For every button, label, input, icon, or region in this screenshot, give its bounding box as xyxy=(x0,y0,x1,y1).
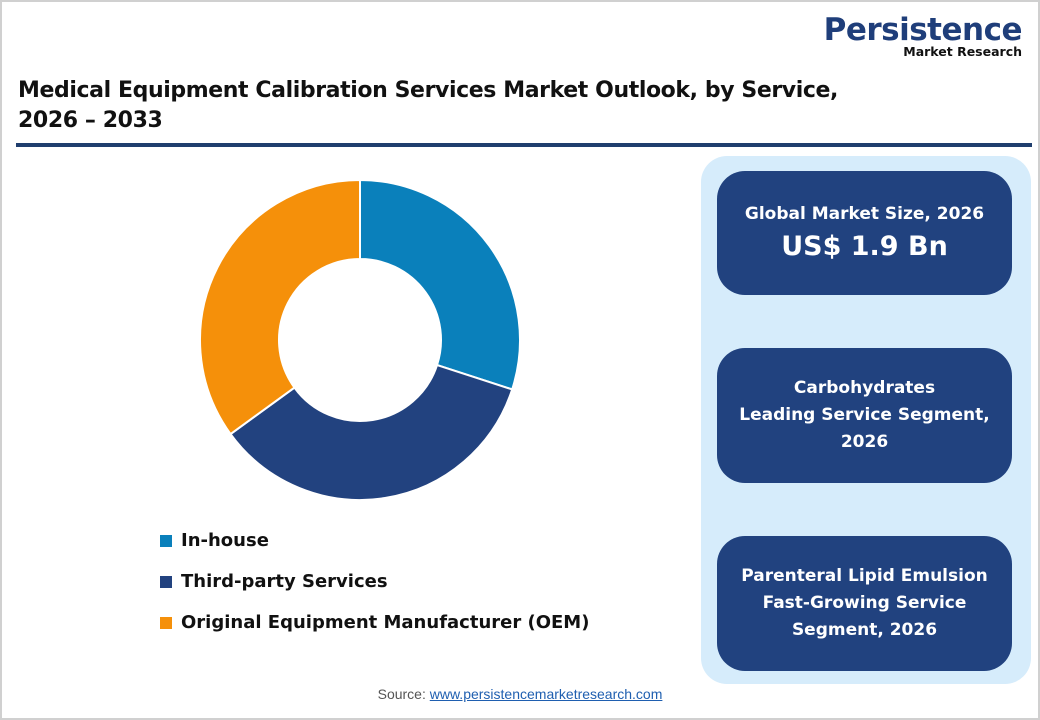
fast-growing-line3: Segment, 2026 xyxy=(791,620,938,640)
legend-item: In-house xyxy=(160,520,589,561)
legend-item: Third-party Services xyxy=(160,561,589,602)
legend-label: In-house xyxy=(181,530,269,551)
logo-subtitle: Market Research xyxy=(903,44,1022,59)
market-size-value: US$ 1.9 Bn xyxy=(781,230,948,262)
chart-legend: In-house Third-party Services Original Equ… xyxy=(160,520,589,643)
donut-slice-original-equipment-manufacturer-oem xyxy=(199,178,361,436)
fast-growing-segment-card: Parenteral Lipid Emulsion Fast-Growing S… xyxy=(717,536,1012,671)
title-divider xyxy=(16,143,1032,147)
legend-item: Original Equipment Manufacturer (OEM) xyxy=(160,602,589,643)
donut-slice-third-party-services xyxy=(229,363,514,501)
leading-segment-line3: 2026 xyxy=(840,432,889,452)
legend-swatch-icon xyxy=(160,534,172,547)
legend-label: Third-party Services xyxy=(181,571,388,592)
leading-segment-card: Carbohydrates Leading Service Segment, 2… xyxy=(717,348,1012,483)
fast-growing-line2: Fast-Growing Service xyxy=(762,593,967,613)
legend-swatch-icon xyxy=(160,575,172,588)
donut-chart xyxy=(199,178,521,501)
persistence-logo: Persistence Market Research xyxy=(823,12,1023,59)
leading-segment-line2: Leading Service Segment, xyxy=(739,405,990,425)
legend-swatch-icon xyxy=(160,616,172,629)
logo-brand: Persistence xyxy=(823,12,1023,48)
chart-title-line2: 2026 – 2033 xyxy=(18,108,163,133)
leading-segment-line1: Carbohydrates xyxy=(793,378,936,398)
donut-slice-in-house xyxy=(359,178,521,391)
chart-title-line1: Medical Equipment Calibration Services M… xyxy=(18,78,839,103)
source-prefix: Source: xyxy=(377,686,430,702)
market-size-card: Global Market Size, 2026 US$ 1.9 Bn xyxy=(717,171,1012,295)
fast-growing-line1: Parenteral Lipid Emulsion xyxy=(741,566,988,586)
legend-label: Original Equipment Manufacturer (OEM) xyxy=(181,612,590,633)
chart-title: Medical Equipment Calibration Services M… xyxy=(18,76,838,136)
source-note: Source: www.persistencemarketresearch.co… xyxy=(0,686,1040,702)
key-stats-panel: Global Market Size, 2026 US$ 1.9 Bn Carb… xyxy=(701,156,1031,684)
source-link[interactable]: www.persistencemarketresearch.com xyxy=(429,686,663,702)
market-size-label: Global Market Size, 2026 xyxy=(744,203,985,224)
